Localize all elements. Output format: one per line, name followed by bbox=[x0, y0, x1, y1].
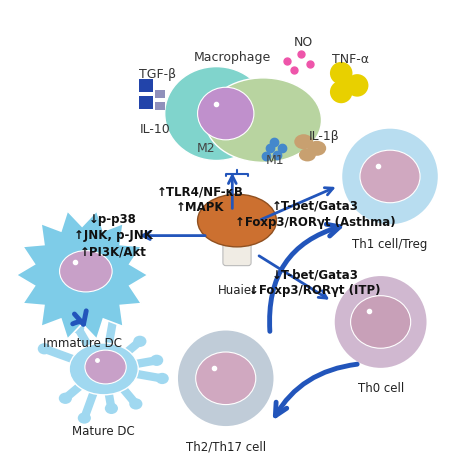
Ellipse shape bbox=[105, 403, 118, 414]
Text: Immature DC: Immature DC bbox=[43, 337, 122, 350]
Text: IL-10: IL-10 bbox=[140, 123, 171, 136]
FancyBboxPatch shape bbox=[223, 224, 251, 266]
Ellipse shape bbox=[198, 194, 276, 247]
FancyBboxPatch shape bbox=[155, 90, 164, 98]
Text: Th1 cell/Treg: Th1 cell/Treg bbox=[352, 238, 428, 252]
Text: ↓T-bet/Gata3
↓Foxp3/RORγt (ITP): ↓T-bet/Gata3 ↓Foxp3/RORγt (ITP) bbox=[249, 268, 381, 297]
Text: Th0 cell: Th0 cell bbox=[357, 382, 404, 395]
Ellipse shape bbox=[129, 398, 142, 410]
FancyBboxPatch shape bbox=[139, 96, 153, 109]
Text: Mature DC: Mature DC bbox=[73, 425, 135, 438]
Text: Huaier: Huaier bbox=[218, 284, 256, 297]
Text: ↓p-p38
↑JNK, p-JNK
↑PI3K/Akt: ↓p-p38 ↑JNK, p-JNK ↑PI3K/Akt bbox=[73, 213, 153, 258]
Text: Macrophage: Macrophage bbox=[194, 51, 271, 64]
Ellipse shape bbox=[85, 350, 126, 384]
Ellipse shape bbox=[108, 309, 120, 320]
Text: NO: NO bbox=[294, 36, 313, 49]
Circle shape bbox=[330, 81, 353, 103]
Text: IL-1β: IL-1β bbox=[309, 129, 340, 143]
Ellipse shape bbox=[360, 150, 420, 203]
Text: Th2/Th17 cell: Th2/Th17 cell bbox=[186, 440, 266, 453]
Circle shape bbox=[341, 128, 439, 225]
Ellipse shape bbox=[69, 343, 138, 395]
Ellipse shape bbox=[299, 148, 316, 162]
Circle shape bbox=[177, 330, 274, 427]
Text: TGF-β: TGF-β bbox=[138, 68, 176, 81]
Ellipse shape bbox=[205, 78, 321, 163]
Text: TNF-α: TNF-α bbox=[332, 53, 369, 66]
Ellipse shape bbox=[351, 296, 410, 348]
Text: M2: M2 bbox=[197, 142, 215, 155]
FancyBboxPatch shape bbox=[155, 102, 164, 110]
Polygon shape bbox=[16, 211, 148, 339]
Ellipse shape bbox=[71, 322, 84, 333]
Ellipse shape bbox=[60, 251, 112, 292]
Circle shape bbox=[346, 74, 368, 97]
Ellipse shape bbox=[59, 393, 72, 404]
Ellipse shape bbox=[196, 352, 256, 405]
Text: M1: M1 bbox=[266, 154, 285, 167]
Text: ↑TLR4/NF-κB
↑MAPK: ↑TLR4/NF-κB ↑MAPK bbox=[157, 185, 244, 214]
Ellipse shape bbox=[155, 373, 169, 384]
Circle shape bbox=[334, 275, 428, 369]
Ellipse shape bbox=[150, 355, 163, 366]
Ellipse shape bbox=[308, 141, 326, 156]
Ellipse shape bbox=[38, 343, 51, 355]
Ellipse shape bbox=[294, 134, 313, 149]
Text: ↑T-bet/Gata3
↑Foxp3/RORγt (Asthma): ↑T-bet/Gata3 ↑Foxp3/RORγt (Asthma) bbox=[235, 199, 395, 228]
FancyBboxPatch shape bbox=[139, 79, 153, 92]
Ellipse shape bbox=[133, 336, 146, 347]
Ellipse shape bbox=[198, 87, 254, 140]
Ellipse shape bbox=[78, 412, 91, 424]
Ellipse shape bbox=[164, 67, 268, 161]
Circle shape bbox=[330, 62, 353, 84]
